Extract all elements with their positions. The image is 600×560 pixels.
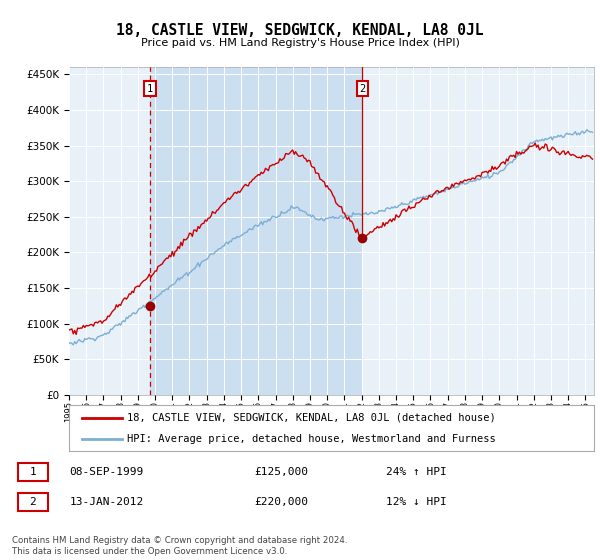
Text: £220,000: £220,000 (254, 497, 308, 507)
Text: 1: 1 (29, 467, 36, 477)
FancyBboxPatch shape (18, 493, 48, 511)
Bar (150, 67, 362, 395)
Text: 18, CASTLE VIEW, SEDGWICK, KENDAL, LA8 0JL (detached house): 18, CASTLE VIEW, SEDGWICK, KENDAL, LA8 0… (127, 413, 496, 423)
Text: £125,000: £125,000 (254, 467, 308, 477)
Text: 12% ↓ HPI: 12% ↓ HPI (386, 497, 447, 507)
Text: Contains HM Land Registry data © Crown copyright and database right 2024.
This d: Contains HM Land Registry data © Crown c… (12, 536, 347, 556)
Text: 13-JAN-2012: 13-JAN-2012 (70, 497, 144, 507)
FancyBboxPatch shape (18, 463, 48, 481)
Text: Price paid vs. HM Land Registry's House Price Index (HPI): Price paid vs. HM Land Registry's House … (140, 38, 460, 48)
Text: 1: 1 (147, 83, 153, 94)
Text: 08-SEP-1999: 08-SEP-1999 (70, 467, 144, 477)
Text: HPI: Average price, detached house, Westmorland and Furness: HPI: Average price, detached house, West… (127, 434, 496, 444)
Text: 2: 2 (29, 497, 36, 507)
Text: 24% ↑ HPI: 24% ↑ HPI (386, 467, 447, 477)
Text: 2: 2 (359, 83, 365, 94)
Text: 18, CASTLE VIEW, SEDGWICK, KENDAL, LA8 0JL: 18, CASTLE VIEW, SEDGWICK, KENDAL, LA8 0… (116, 24, 484, 38)
